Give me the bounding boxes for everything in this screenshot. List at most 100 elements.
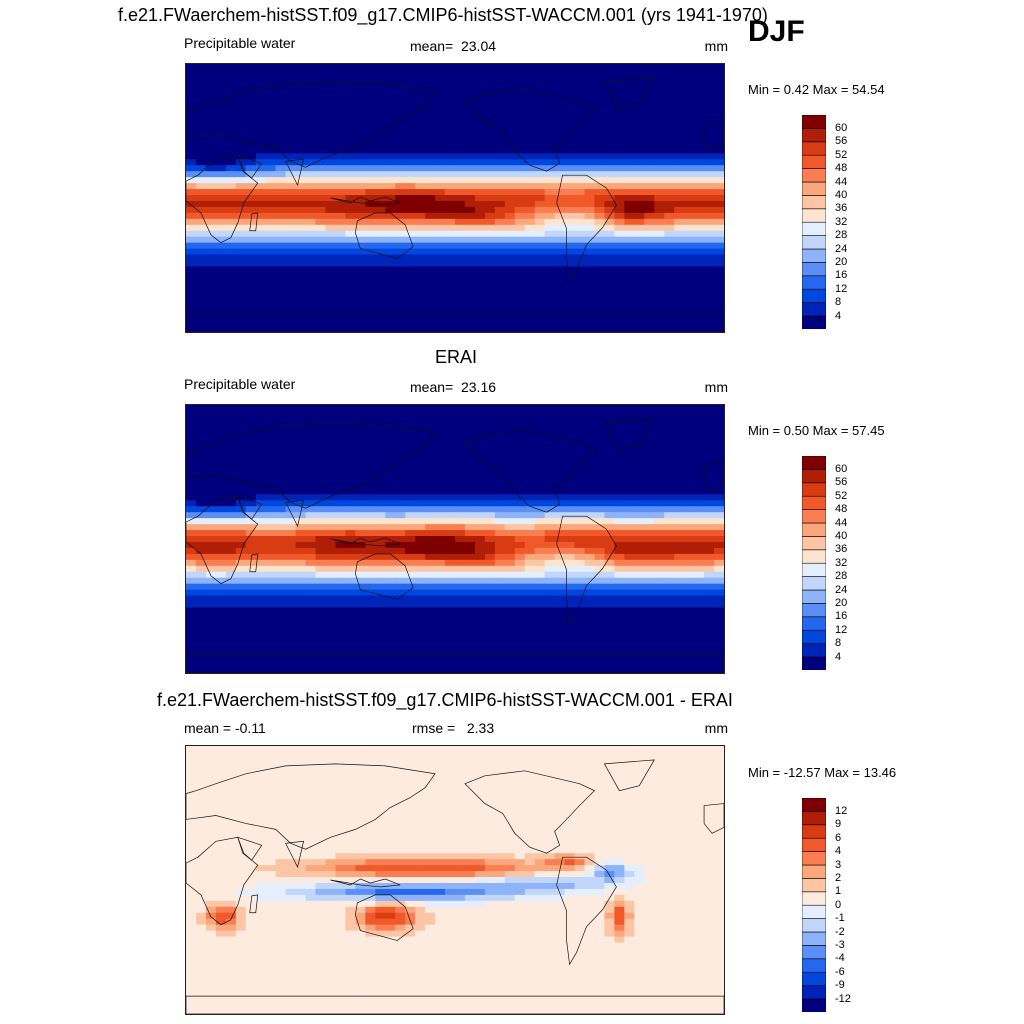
coastline [237, 154, 263, 179]
colorbar-tick-label: 6 [835, 831, 842, 844]
colorbar-box [802, 656, 826, 671]
colorbar-tick-label: 4 [835, 650, 842, 663]
colorbar-tick-label: 52 [835, 148, 848, 161]
coastline [249, 894, 259, 914]
colorbar-tick-label: 12 [835, 282, 848, 295]
colorbar-tick-label: -3 [835, 938, 845, 951]
coastline [703, 121, 724, 152]
colorbar-tick-label: 28 [835, 570, 848, 583]
colorbar-box [802, 798, 826, 812]
colorbar-tick-label: 0 [835, 898, 842, 911]
colorbar-tick-label: 60 [835, 121, 848, 134]
coastline [355, 894, 414, 941]
colorbar-box [802, 918, 826, 933]
colorbar-tick-label: 16 [835, 269, 848, 282]
map-diff [185, 745, 725, 1015]
colorbar-box [802, 302, 826, 317]
colorbar-tick-label: 4 [835, 309, 842, 322]
colorbar-tick-label: 20 [835, 596, 848, 609]
panel-minmax: Min = 0.50 Max = 57.45 [748, 423, 885, 438]
colorbar-box [802, 904, 826, 919]
panel-rmse-label: rmse = 2.33 [412, 720, 495, 736]
colorbar-box [802, 837, 826, 852]
colorbar-box [802, 315, 826, 330]
colorbar-tick-label: 3 [835, 858, 842, 871]
colorbar-box [802, 208, 826, 223]
colorbar-box [802, 643, 826, 658]
panel-minmax: Min = 0.42 Max = 54.54 [748, 82, 885, 97]
colorbar-box [802, 576, 826, 591]
colorbar-tick-label: 32 [835, 556, 848, 569]
colorbar-box [802, 864, 826, 879]
coastline [330, 196, 401, 206]
colorbar-box [802, 482, 826, 497]
panel-units: mm [704, 720, 728, 736]
colorbar-tick-label: 56 [835, 476, 848, 489]
colorbar-box [802, 181, 826, 196]
colorbar-box [802, 509, 826, 524]
heatmap-diff [186, 746, 724, 1014]
panel-title-diff: f.e21.FWaerchem-histSST.f09_g17.CMIP6-hi… [157, 690, 733, 710]
colorbar-tick-label: 48 [835, 503, 848, 516]
coastline [703, 462, 724, 493]
colorbar-box [802, 562, 826, 577]
colorbar-box [802, 629, 826, 644]
panel-units: mm [704, 379, 728, 395]
heatmap-erai [186, 405, 724, 673]
colorbar-box [802, 115, 826, 129]
coastline [556, 856, 617, 966]
colorbar-tick-label: 20 [835, 255, 848, 268]
panel-title-erai: ERAI [435, 347, 478, 367]
colorbar-tick-label: -6 [835, 965, 845, 978]
colorbar-box [802, 931, 826, 946]
coastline [186, 763, 436, 850]
colorbar-tick-label: -1 [835, 912, 845, 925]
colorbar-box [802, 235, 826, 250]
colorbar-box [802, 878, 826, 893]
heatmap-model [186, 64, 724, 332]
colorbar-tick-label: 24 [835, 242, 848, 255]
colorbar-box [802, 248, 826, 263]
colorbar-box [802, 985, 826, 1000]
colorbar-box [802, 824, 826, 839]
colorbar-tick-label: -2 [835, 925, 845, 938]
colorbar-tick-label: 9 [835, 818, 842, 831]
colorbar-box [802, 811, 826, 826]
colorbar-tick-label: 48 [835, 162, 848, 175]
colorbar-box [802, 536, 826, 551]
coastline [464, 88, 596, 172]
coastline [330, 537, 401, 547]
panel-mean-label: mean = -0.11 [184, 720, 266, 736]
colorbar-box [802, 589, 826, 604]
colorbar-box [802, 851, 826, 866]
coastline [249, 212, 259, 232]
colorbar-tick-label: 56 [835, 135, 848, 148]
coastline [186, 495, 259, 585]
colorbar-box [802, 154, 826, 169]
panel-variable-label: Precipitable water [184, 376, 296, 392]
panel-mean-label: mean= 23.16 [410, 379, 497, 395]
panel-units: mm [704, 38, 728, 54]
coastline [464, 770, 596, 854]
colorbar-box [802, 141, 826, 156]
colorbar-tick-label: 12 [835, 623, 848, 636]
colorbar-box [802, 168, 826, 183]
panel-variable-label: Precipitable water [184, 35, 296, 51]
colorbar-box [802, 945, 826, 960]
colorbar-tick-label: 12 [835, 804, 848, 817]
panel-minmax: Min = -12.57 Max = 13.46 [748, 765, 897, 780]
colorbar-box [802, 958, 826, 973]
colorbar-tick-label: 36 [835, 202, 848, 215]
coastline [603, 418, 655, 451]
coastline [603, 77, 655, 110]
colorbar-box [802, 891, 826, 906]
colorbar-box [802, 288, 826, 303]
coastline [703, 803, 724, 834]
colorbar-tick-label: 2 [835, 871, 842, 884]
colorbar-box [802, 456, 826, 470]
colorbar-box [802, 998, 826, 1013]
colorbar-box [802, 495, 826, 510]
colorbar-tick-label: 44 [835, 516, 848, 529]
colorbar-tick-label: 4 [835, 845, 842, 858]
coastline [556, 174, 617, 284]
